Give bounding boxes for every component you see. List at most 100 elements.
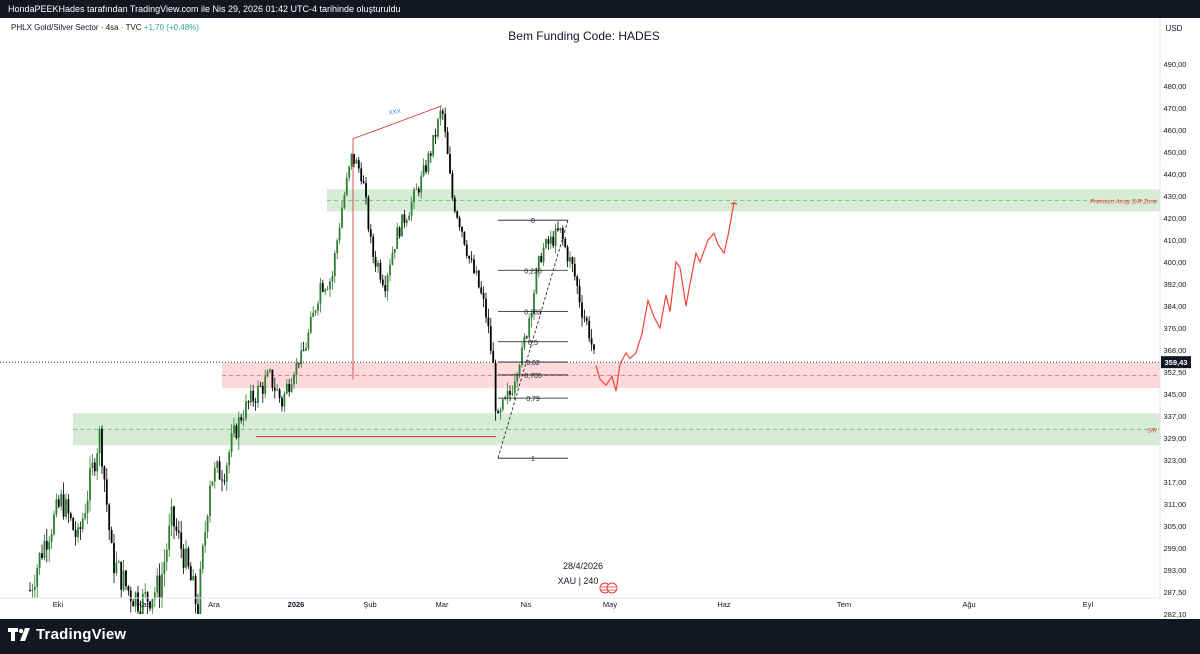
candle-bull: [345, 177, 348, 195]
candle-bull: [211, 481, 214, 486]
candle-bear: [456, 211, 459, 218]
time-axis[interactable]: Eki Kas Ara 2026 Şub Mar Nis May Haz Tem Ağu Eyl: [0, 597, 1160, 609]
candle-bear: [57, 499, 60, 507]
candle-bull: [341, 207, 343, 228]
candle-bear: [221, 479, 223, 481]
symbol-name: PHLX Gold/Silver Sector · 4sa · TVC +1,7…: [11, 23, 199, 32]
candle-bear: [158, 575, 161, 599]
candle-bull: [144, 592, 147, 594]
candle-bear: [93, 462, 96, 472]
candle-bull: [528, 318, 531, 338]
candle-bull: [415, 188, 418, 190]
price-tick-label: 490,00: [1164, 60, 1187, 69]
price-axis[interactable]: 490,00 480,00 470,00 460,00 450,00 440,00 430,…: [1159, 18, 1191, 619]
candle-bear: [259, 385, 262, 387]
candle-bull: [89, 468, 91, 501]
candle-bear: [129, 590, 132, 602]
candle-bear: [573, 263, 576, 277]
candle-bear: [127, 586, 130, 591]
candle-bull: [153, 592, 156, 600]
candle-bull: [309, 316, 312, 333]
candle-bear: [403, 214, 406, 224]
candle-bear: [566, 247, 569, 262]
price-tick-label: 293,00: [1164, 566, 1187, 575]
chart-area[interactable]: Premium Array S/R Zone S/R 0 0,236 0,382 0,5…: [0, 18, 1200, 619]
last-price-badge: [1161, 356, 1191, 369]
candle-bear: [590, 338, 593, 345]
candle-bear: [453, 197, 456, 212]
fib-diagonal: [497, 220, 569, 459]
candle-bull: [98, 428, 101, 454]
candle-bear: [45, 540, 48, 550]
candle-bear: [588, 320, 591, 339]
price-tick-label: 440,00: [1164, 170, 1187, 179]
candle-bull: [410, 202, 413, 216]
candle-bear: [482, 293, 485, 299]
candle-bull: [249, 390, 252, 403]
candle-bear: [103, 466, 106, 480]
time-tick-label: Kas: [138, 600, 151, 609]
candle-bear: [429, 153, 432, 156]
candle-bull: [242, 418, 245, 421]
candle-bull: [55, 499, 58, 515]
tradingview-logo[interactable]: TradingView: [8, 626, 126, 643]
candle-bear: [583, 317, 586, 319]
candle-bull: [36, 568, 39, 587]
price-chart[interactable]: Premium Array S/R Zone S/R 0 0,236 0,382 0,5…: [0, 18, 1200, 619]
candle-bull: [285, 383, 288, 394]
candle-bull: [422, 165, 425, 176]
candle-bear: [271, 369, 274, 388]
candle-bear: [125, 570, 127, 587]
candle-bull: [43, 540, 46, 558]
candle-bull: [516, 373, 519, 382]
candle-bull: [336, 240, 339, 254]
fib-level-label: 1: [531, 456, 535, 463]
candle-bear: [525, 336, 528, 338]
candle-bear: [321, 283, 324, 292]
price-tick-label: 410,00: [1164, 236, 1187, 245]
candle-bear: [132, 601, 135, 607]
candle-bear: [353, 153, 355, 164]
candle-bear: [197, 604, 199, 614]
candle-bull: [324, 289, 327, 292]
candle-bear: [175, 526, 178, 531]
candle-bear: [182, 548, 185, 568]
attribution-bar: HondaPEEKHades tarafından TradingView.co…: [0, 0, 1200, 18]
candle-bull: [151, 599, 154, 609]
candle-bull: [204, 532, 207, 546]
price-tick-label: 400,00: [1164, 258, 1187, 267]
candle-bull: [518, 365, 521, 374]
candle-bull: [290, 384, 293, 392]
candle-bear: [173, 506, 175, 527]
price-tick-label: 345,00: [1164, 390, 1187, 399]
candle-bear: [441, 110, 444, 114]
price-tick-label: 392,00: [1164, 280, 1187, 289]
candle-bull: [405, 220, 408, 224]
candle-bear: [557, 228, 559, 231]
trend-label: XXX: [388, 109, 401, 117]
candle-bull: [91, 462, 94, 469]
candle-bear: [367, 197, 370, 230]
candle-bull: [141, 593, 144, 614]
currency-label: USD: [1166, 24, 1183, 33]
candle-bull: [401, 214, 403, 237]
candle-bull: [521, 347, 523, 366]
candle-bull: [225, 465, 228, 482]
candle-bull: [168, 525, 171, 550]
candle-bear: [240, 417, 243, 421]
candle-bull: [86, 500, 89, 514]
candle-bull: [96, 453, 99, 472]
zone-label: Premium Array S/R Zone: [1090, 199, 1157, 205]
candle-bull: [559, 228, 562, 231]
candle-bull: [569, 257, 571, 262]
candle-bull: [199, 569, 202, 614]
candle-bear: [576, 276, 579, 286]
candle-bear: [451, 173, 454, 198]
candle-bull: [300, 350, 303, 365]
candle-bear: [113, 543, 115, 574]
bottom-bar: TradingView: [0, 619, 1200, 654]
candle-bull: [33, 586, 36, 590]
price-tick-label: 337,00: [1164, 412, 1187, 421]
price-tick-label: 299,00: [1164, 544, 1187, 553]
candle-bear: [581, 302, 583, 318]
